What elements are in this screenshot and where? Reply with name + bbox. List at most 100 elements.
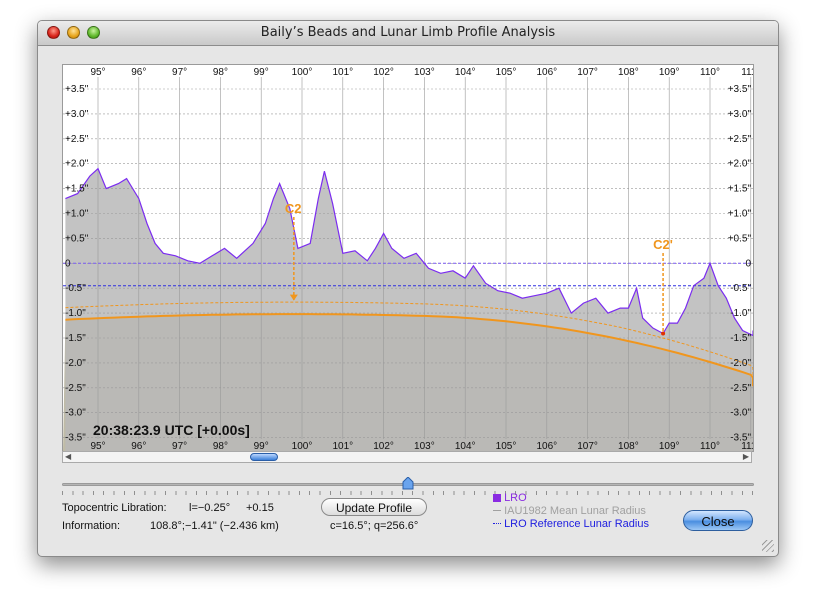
y-tick-label-right: +2.0" xyxy=(728,159,752,170)
x-tick-label-bottom: 111° xyxy=(741,441,753,451)
y-tick-label-left: +3.0" xyxy=(65,109,89,120)
close-button[interactable]: Close xyxy=(683,510,753,531)
reference-line-icon xyxy=(493,523,501,524)
limb-profile-plot[interactable]: C2 C2' 95° 95° 96° 96° 97° 97° 98° 98° 99° 99° 100° 1… xyxy=(62,64,754,452)
x-tick-label-bottom: 108° xyxy=(618,441,639,451)
x-tick-label-top: 97° xyxy=(172,67,187,78)
position-angle-value: c=16.5°; q=256.6° xyxy=(330,520,419,532)
x-tick-label-top: 105° xyxy=(496,67,517,78)
window-zoom-button[interactable] xyxy=(87,26,100,39)
information-value: 108.8°;−1.41" (−2.436 km) xyxy=(150,520,279,532)
update-profile-button[interactable]: Update Profile xyxy=(321,498,427,516)
x-tick-label-top: 107° xyxy=(577,67,598,78)
y-tick-label-left: -3.5" xyxy=(65,433,86,444)
y-tick-label-left: +0.5" xyxy=(65,233,89,244)
x-tick-label-bottom: 110° xyxy=(700,441,720,451)
y-tick-label-right: -2.5" xyxy=(730,383,751,394)
x-tick-label-bottom: 104° xyxy=(455,441,476,451)
scrollbar-thumb[interactable] xyxy=(250,453,278,461)
y-tick-label-right: +1.5" xyxy=(728,184,752,195)
y-tick-label-right: -3.0" xyxy=(730,408,751,419)
c2-label: C2 xyxy=(285,201,302,216)
analysis-window: Baily’s Beads and Lunar Limb Profile Ana… xyxy=(37,20,779,557)
limb-curve-upper xyxy=(65,301,753,378)
legend-reference-label: LRO Reference Lunar Radius xyxy=(504,518,649,530)
y-tick-label-right: +2.5" xyxy=(728,134,752,145)
x-tick-label-bottom: 106° xyxy=(536,441,557,451)
y-tick-label-right: +1.0" xyxy=(728,209,752,220)
x-tick-label-top: 98° xyxy=(213,67,228,78)
x-tick-label-top: 103° xyxy=(414,67,435,78)
iau-line-icon xyxy=(493,510,501,511)
y-tick-label-left: -1.5" xyxy=(65,333,86,344)
x-tick-label-top: 100° xyxy=(292,67,313,78)
scroll-left-arrow-icon[interactable]: ◀ xyxy=(65,452,72,461)
window-close-button[interactable] xyxy=(47,26,60,39)
y-tick-label-right: -1.5" xyxy=(730,333,751,344)
x-tick-label-top: 96° xyxy=(131,67,146,78)
x-tick-label-top: 102° xyxy=(373,67,394,78)
window-title: Baily’s Beads and Lunar Limb Profile Ana… xyxy=(260,25,556,40)
time-slider[interactable] xyxy=(62,477,754,499)
y-tick-label-left: +3.5" xyxy=(65,84,89,95)
y-tick-label-left: +1.0" xyxy=(65,209,89,220)
y-tick-label-right: -1.0" xyxy=(730,308,751,319)
y-tick-label-right: 0 xyxy=(745,258,751,269)
x-tick-label-top: 99° xyxy=(254,67,269,78)
y-tick-label-left: +2.5" xyxy=(65,134,89,145)
x-tick-label-bottom: 102° xyxy=(373,441,394,451)
x-tick-label-bottom: 109° xyxy=(659,441,680,451)
legend-item-lro-reference: LRO Reference Lunar Radius xyxy=(493,518,649,530)
timestamp-label: 20:38:23.9 UTC [+0.00s] xyxy=(93,422,250,438)
x-tick-label-bottom: 101° xyxy=(332,441,353,451)
x-tick-label-bottom: 107° xyxy=(577,441,598,451)
profile-fill-area xyxy=(65,168,753,451)
y-tick-label-left: -2.5" xyxy=(65,383,86,394)
horizontal-scrollbar[interactable]: ◀ ▶ xyxy=(62,451,752,463)
title-bar[interactable]: Baily’s Beads and Lunar Limb Profile Ana… xyxy=(38,21,778,46)
x-tick-label-bottom: 95° xyxy=(90,441,105,451)
y-tick-label-left: -2.0" xyxy=(65,358,86,369)
legend-iau-label: IAU1982 Mean Lunar Radius xyxy=(504,505,646,517)
y-tick-label-left: -1.0" xyxy=(65,308,86,319)
libration-l-value: l=−0.25° xyxy=(189,502,231,514)
x-tick-label-bottom: 103° xyxy=(414,441,435,451)
libration-label: Topocentric Libration: xyxy=(62,502,167,514)
y-tick-label-right: +3.5" xyxy=(728,84,752,95)
x-tick-label-bottom: 97° xyxy=(172,441,187,451)
y-tick-label-left: 0 xyxy=(65,258,71,269)
x-tick-label-bottom: 105° xyxy=(496,441,517,451)
resize-grip-icon[interactable] xyxy=(762,540,774,552)
x-tick-label-top: 106° xyxy=(536,67,557,78)
slider-ticks xyxy=(62,491,754,495)
slider-knob-icon[interactable] xyxy=(402,477,414,490)
x-tick-label-bottom: 99° xyxy=(254,441,269,451)
window-minimize-button[interactable] xyxy=(67,26,80,39)
y-tick-label-left: +2.0" xyxy=(65,159,89,170)
x-tick-label-bottom: 100° xyxy=(292,441,313,451)
y-tick-label-left: +1.5" xyxy=(65,184,89,195)
y-tick-label-right: -2.0" xyxy=(730,358,751,369)
x-tick-label-top: 101° xyxy=(332,67,353,78)
libration-b-value: +0.15 xyxy=(246,502,274,514)
y-tick-label-left: -0.5" xyxy=(65,283,86,294)
c2-arrow-icon xyxy=(289,294,298,301)
scroll-right-arrow-icon[interactable]: ▶ xyxy=(742,452,749,461)
y-tick-label-right: -0.5" xyxy=(730,283,751,294)
x-tick-label-top: 95° xyxy=(90,67,105,78)
legend-item-lro: LRO xyxy=(493,492,527,504)
legend-lro-label: LRO xyxy=(504,492,527,504)
limb-curve xyxy=(65,313,753,387)
x-tick-label-top: 109° xyxy=(659,67,680,78)
x-tick-label-top: 110° xyxy=(700,67,720,78)
limb-profile-chart: C2 C2' 95° 95° 96° 96° 97° 97° 98° 98° 99° 99° 100° 1… xyxy=(63,67,753,451)
lro-swatch-icon xyxy=(493,494,501,502)
x-tick-label-bottom: 98° xyxy=(213,441,228,451)
x-tick-label-top: 111° xyxy=(741,67,753,78)
c2-prime-point xyxy=(661,331,666,336)
y-tick-label-right: +3.0" xyxy=(728,109,752,120)
y-tick-label-left: -3.0" xyxy=(65,408,86,419)
c2-prime-label: C2' xyxy=(653,237,673,252)
legend-item-iau: IAU1982 Mean Lunar Radius xyxy=(493,505,646,517)
y-tick-label-right: +0.5" xyxy=(728,233,752,244)
